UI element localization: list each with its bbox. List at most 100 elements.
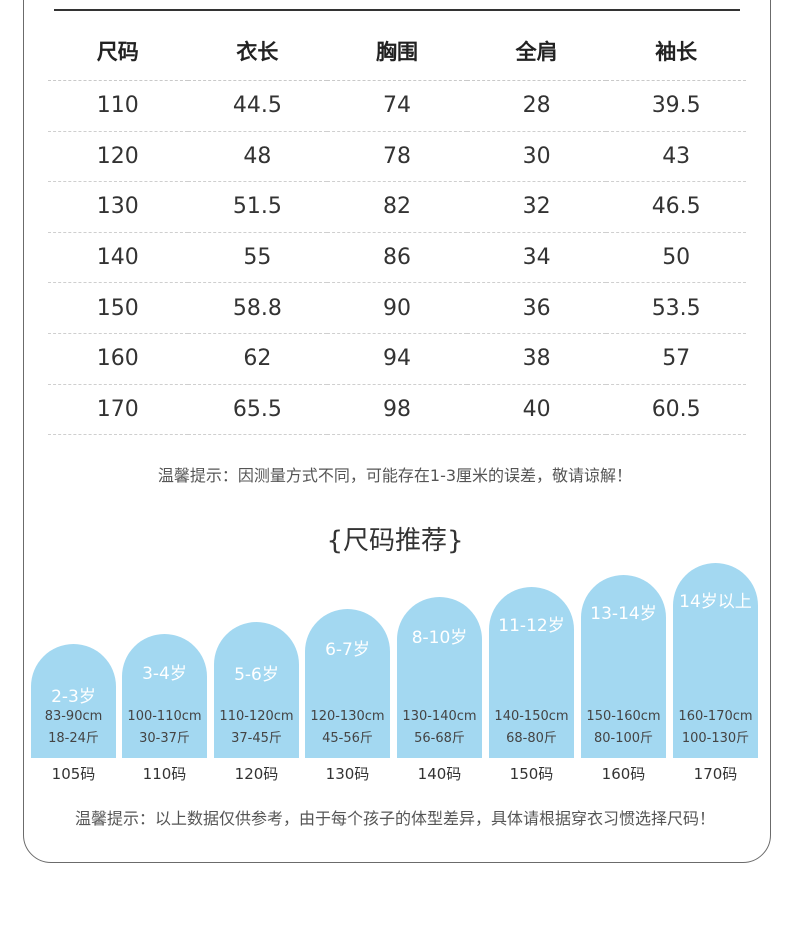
size-card: 3-4岁 100-110cm 30-37斤 [122,634,207,758]
table-header-row: 尺码 衣长 胸围 全肩 袖长 [48,22,746,81]
size-card: 14岁以上 160-170cm 100-130斤 [673,563,758,758]
table-cell: 30 [466,131,607,183]
content-frame [23,0,771,863]
recommend-title: {尺码推荐} [326,526,464,556]
size-table: 尺码 衣长 胸围 全肩 袖长 110 44.5 74 28 39.5 120 48 78 30 4… [48,22,746,436]
table-row: 150 58.8 90 36 53.5 [48,282,746,334]
recommend-cards: 2-3岁 83-90cm 18-24斤 105码 3-4岁 100-110cm 30-37斤… [31,0,766,790]
table-cell: 90 [327,282,467,334]
table-cell: 55 [187,232,328,284]
card-size-label: 110码 [142,765,187,783]
card-size-label: 105码 [51,765,96,783]
card-height-range: 100-110cm [127,709,202,724]
card-spec: 83-90cm 18-24斤 [25,706,122,750]
table-row: 140 55 86 34 50 [48,232,746,284]
table-cell: 44.5 [187,80,328,132]
card-age: 2-3岁 [51,687,96,707]
card-age: 14岁以上 [679,592,752,612]
card-size-label: 150码 [509,765,554,783]
table-cell: 50 [606,232,746,284]
header-sleeve: 袖长 [606,22,746,81]
table-cell: 94 [327,333,467,385]
card-height-range: 83-90cm [44,709,103,724]
table-row: 110 44.5 74 28 39.5 [48,80,746,132]
table-cell: 32 [466,181,607,233]
table-row: 120 48 78 30 43 [48,131,746,183]
table-cell: 58.8 [187,282,328,334]
header-length: 衣长 [187,22,328,81]
reference-note: 温馨提示：以上数据仅供参考，由于每个孩子的体型差异，具体请根据穿衣习惯选择尺码！ [74,809,715,828]
card-age: 8-10岁 [411,628,468,648]
table-cell: 46.5 [606,181,746,233]
table-cell: 82 [327,181,467,233]
card-spec: 100-110cm 30-37斤 [116,706,213,750]
card-size-label: 130码 [325,765,370,783]
size-card: 5-6岁 110-120cm 37-45斤 [214,622,299,758]
card-weight-range: 80-100斤 [593,731,654,746]
table-cell: 48 [187,131,328,183]
table-cell: 62 [187,333,328,385]
card-height-range: 140-150cm [494,709,569,724]
header-chest: 胸围 [327,22,467,81]
card-height-range: 110-120cm [219,709,294,724]
table-row: 160 62 94 38 57 [48,333,746,385]
table-cell: 150 [48,282,188,334]
size-card: 11-12岁 140-150cm 68-80斤 [489,587,574,758]
card-age: 6-7岁 [325,640,370,660]
table-cell: 57 [606,333,746,385]
card-age: 5-6岁 [234,665,279,685]
card-height-range: 160-170cm [678,709,753,724]
table-cell: 34 [466,232,607,284]
card-weight-range: 18-24斤 [48,731,99,746]
table-cell: 40 [466,384,607,436]
card-size-label: 160码 [601,765,646,783]
table-cell: 110 [48,80,188,132]
table-cell: 28 [466,80,607,132]
table-cell: 98 [327,384,467,436]
card-height-range: 150-160cm [586,709,661,724]
table-row: 170 65.5 98 40 60.5 [48,384,746,436]
card-size-label: 120码 [234,765,279,783]
card-size-label: 170码 [693,765,738,783]
card-weight-range: 37-45斤 [231,731,282,746]
size-card: 6-7岁 120-130cm 45-56斤 [305,609,390,758]
table-cell: 120 [48,131,188,183]
table-cell: 78 [327,131,467,183]
card-weight-range: 30-37斤 [139,731,190,746]
table-cell: 53.5 [606,282,746,334]
table-cell: 86 [327,232,467,284]
header-shoulder: 全肩 [466,22,607,81]
size-card: 8-10岁 130-140cm 56-68斤 [397,597,482,758]
table-cell: 38 [466,333,607,385]
size-card: 13-14岁 150-160cm 80-100斤 [581,575,666,758]
table-body: 110 44.5 74 28 39.5 120 48 78 30 43 130 51.5 82 32 46.… [48,80,746,436]
card-spec: 140-150cm 68-80斤 [483,706,580,750]
card-height-range: 120-130cm [310,709,385,724]
table-cell: 36 [466,282,607,334]
card-spec: 160-170cm 100-130斤 [667,706,764,750]
table-row: 130 51.5 82 32 46.5 [48,181,746,233]
card-weight-range: 68-80斤 [506,731,557,746]
card-spec: 150-160cm 80-100斤 [575,706,672,750]
measurement-note: 温馨提示：因测量方式不同，可能存在1-3厘米的误差，敬请谅解！ [157,466,633,485]
card-weight-range: 56-68斤 [414,731,465,746]
table-cell: 60.5 [606,384,746,436]
card-weight-range: 45-56斤 [322,731,373,746]
table-cell: 140 [48,232,188,284]
card-spec: 110-120cm 37-45斤 [208,706,305,750]
card-age: 11-12岁 [498,616,565,636]
top-divider [54,9,740,11]
card-spec: 130-140cm 56-68斤 [391,706,488,750]
table-cell: 170 [48,384,188,436]
table-cell: 51.5 [187,181,328,233]
table-cell: 130 [48,181,188,233]
card-height-range: 130-140cm [402,709,477,724]
table-cell: 160 [48,333,188,385]
card-age: 13-14岁 [590,604,657,624]
card-spec: 120-130cm 45-56斤 [299,706,396,750]
card-size-label: 140码 [417,765,462,783]
table-cell: 65.5 [187,384,328,436]
card-weight-range: 100-130斤 [681,731,750,746]
size-card: 2-3岁 83-90cm 18-24斤 [31,644,116,758]
table-cell: 74 [327,80,467,132]
